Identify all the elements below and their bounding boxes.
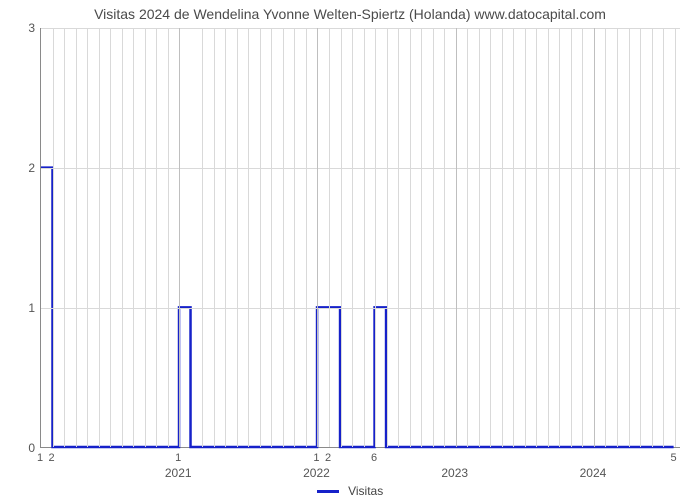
- x-month-label: 2: [325, 452, 331, 464]
- vgrid-line: [536, 28, 537, 447]
- vgrid-line: [490, 28, 491, 447]
- vgrid-line: [122, 28, 123, 447]
- vgrid-line: [375, 28, 376, 447]
- x-month-label: 6: [371, 452, 377, 464]
- vgrid-year-line: [594, 28, 595, 447]
- vgrid-line: [294, 28, 295, 447]
- vgrid-line: [364, 28, 365, 447]
- vgrid-line: [145, 28, 146, 447]
- vgrid-line: [582, 28, 583, 447]
- y-tick-label: 3: [5, 21, 35, 35]
- vgrid-year-line: [317, 28, 318, 447]
- vgrid-line: [76, 28, 77, 447]
- vgrid-line: [444, 28, 445, 447]
- vgrid-line: [410, 28, 411, 447]
- x-year-label: 2021: [165, 466, 192, 480]
- vgrid-line: [168, 28, 169, 447]
- vgrid-line: [110, 28, 111, 447]
- vgrid-line: [99, 28, 100, 447]
- x-month-label: 5: [671, 452, 677, 464]
- vgrid-line: [467, 28, 468, 447]
- vgrid-line: [571, 28, 572, 447]
- vgrid-line: [605, 28, 606, 447]
- x-month-label: 2: [48, 452, 54, 464]
- vgrid-line: [260, 28, 261, 447]
- vgrid-line: [387, 28, 388, 447]
- vgrid-line: [663, 28, 664, 447]
- y-tick-label: 2: [5, 161, 35, 175]
- vgrid-line: [548, 28, 549, 447]
- x-month-label: 1: [175, 452, 181, 464]
- vgrid-line: [64, 28, 65, 447]
- vgrid-line: [640, 28, 641, 447]
- vgrid-line: [479, 28, 480, 447]
- vgrid-line: [306, 28, 307, 447]
- legend-label: Visitas: [348, 484, 383, 498]
- vgrid-line: [421, 28, 422, 447]
- vgrid-line: [513, 28, 514, 447]
- vgrid-line: [329, 28, 330, 447]
- y-tick-label: 1: [5, 301, 35, 315]
- vgrid-line: [629, 28, 630, 447]
- vgrid-line: [398, 28, 399, 447]
- vgrid-line: [271, 28, 272, 447]
- vgrid-line: [341, 28, 342, 447]
- vgrid-line: [202, 28, 203, 447]
- legend: Visitas: [0, 484, 700, 498]
- vgrid-line: [652, 28, 653, 447]
- vgrid-line: [617, 28, 618, 447]
- vgrid-line: [156, 28, 157, 447]
- vgrid-line: [559, 28, 560, 447]
- x-year-label: 2022: [303, 466, 330, 480]
- vgrid-line: [87, 28, 88, 447]
- vgrid-line: [283, 28, 284, 447]
- vgrid-line: [433, 28, 434, 447]
- chart-title: Visitas 2024 de Wendelina Yvonne Welten-…: [0, 6, 700, 22]
- vgrid-line: [502, 28, 503, 447]
- vgrid-line: [248, 28, 249, 447]
- x-month-label: 1: [37, 452, 43, 464]
- vgrid-year-line: [179, 28, 180, 447]
- y-tick-label: 0: [5, 441, 35, 455]
- hgrid-line: [41, 308, 680, 309]
- plot-area: [40, 28, 680, 448]
- vgrid-year-line: [456, 28, 457, 447]
- vgrid-line: [237, 28, 238, 447]
- vgrid-line: [352, 28, 353, 447]
- x-year-label: 2023: [441, 466, 468, 480]
- hgrid-line: [41, 28, 680, 29]
- legend-swatch: [317, 490, 339, 493]
- hgrid-line: [41, 168, 680, 169]
- vgrid-line: [225, 28, 226, 447]
- x-year-label: 2024: [580, 466, 607, 480]
- vgrid-line: [525, 28, 526, 447]
- vgrid-line: [53, 28, 54, 447]
- vgrid-line: [675, 28, 676, 447]
- vgrid-line: [133, 28, 134, 447]
- line-chart-svg: [41, 28, 680, 447]
- vgrid-line: [214, 28, 215, 447]
- x-month-label: 1: [313, 452, 319, 464]
